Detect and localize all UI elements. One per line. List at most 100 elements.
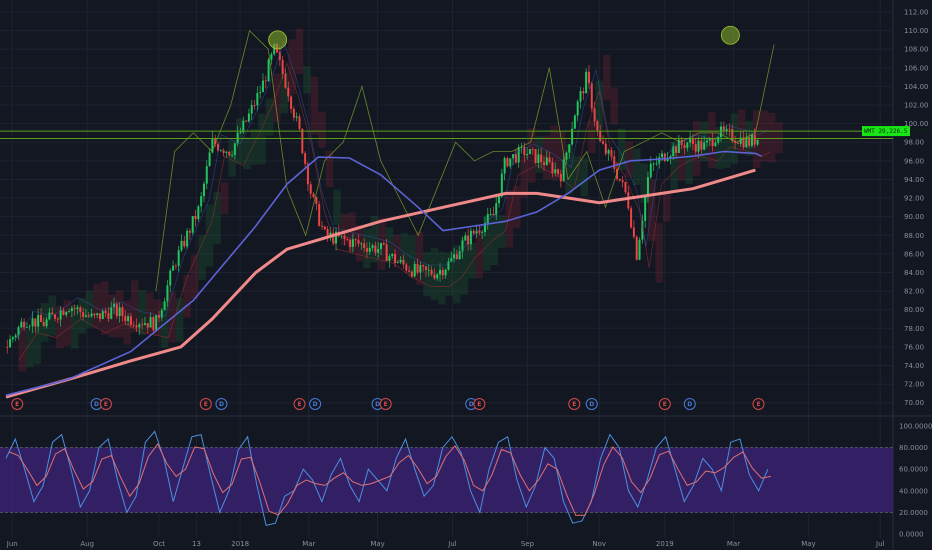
candle-body xyxy=(658,157,661,164)
candle-body xyxy=(273,43,276,55)
candle-body xyxy=(512,154,515,159)
candle-body xyxy=(320,225,323,227)
candle-body xyxy=(635,236,638,260)
price-tick-label: 108.00 xyxy=(904,46,929,54)
price-tick-label: 106.00 xyxy=(904,64,929,72)
cloud-segment xyxy=(333,189,341,225)
candle-body xyxy=(363,243,366,249)
candle-body xyxy=(14,335,17,338)
candle-body xyxy=(644,197,647,221)
candle-body xyxy=(756,139,759,145)
candle-body xyxy=(155,315,158,331)
cloud-segment xyxy=(258,113,266,165)
candle-body xyxy=(217,144,220,151)
candle-body xyxy=(357,240,360,244)
cloud-segment xyxy=(573,156,581,187)
candle-body xyxy=(540,154,543,163)
price-tick-label: 84.00 xyxy=(904,269,924,277)
candle-body xyxy=(118,307,121,317)
candle-body xyxy=(736,143,739,144)
candle-body xyxy=(37,314,40,327)
dividend-marker-circle xyxy=(585,398,598,410)
candle-body xyxy=(663,153,666,161)
candle-body xyxy=(717,137,720,143)
candle-body xyxy=(385,244,388,261)
cloud-segment xyxy=(580,158,589,197)
candle-body xyxy=(528,149,531,155)
candle-body xyxy=(183,240,186,247)
candle-body xyxy=(531,149,534,150)
candle-body xyxy=(315,197,318,205)
candle-body xyxy=(135,325,138,328)
candle-body xyxy=(632,227,635,237)
price-tick-label: 76.00 xyxy=(904,343,924,351)
cloud-segment xyxy=(25,328,34,368)
candle-body xyxy=(408,270,411,272)
cloud-segment xyxy=(513,186,521,229)
candle-body xyxy=(590,83,593,109)
cloud-segment xyxy=(505,189,514,248)
candle-body xyxy=(559,174,562,182)
cloud-segment xyxy=(198,235,206,281)
candle-body xyxy=(523,146,526,156)
time-tick-label: 2019 xyxy=(656,540,674,548)
candle-body xyxy=(734,141,737,144)
candle-body xyxy=(34,318,37,327)
candle-body xyxy=(42,321,45,327)
candle-body xyxy=(557,169,560,175)
candle-body xyxy=(143,323,146,325)
candle-body xyxy=(638,239,641,260)
earnings-marker-circle xyxy=(568,398,581,410)
candle-body xyxy=(59,310,62,320)
candle-body xyxy=(284,73,287,88)
candle-body xyxy=(6,346,9,348)
candle-body xyxy=(129,316,132,326)
earnings-marker-label: E xyxy=(756,401,760,408)
candle-body xyxy=(304,153,307,164)
price-tick-label: 88.00 xyxy=(904,232,924,240)
oscillator-tick-label: 100.0000 xyxy=(899,423,932,431)
cloud-segment xyxy=(737,109,746,155)
candle-body xyxy=(514,154,517,163)
cloud-segment xyxy=(632,148,641,186)
cloud-segment xyxy=(190,255,199,300)
candle-body xyxy=(323,226,326,230)
candle-body xyxy=(596,121,599,131)
candle-body xyxy=(113,303,116,308)
highlight-circle xyxy=(720,25,740,45)
candle-body xyxy=(441,269,444,276)
candle-body xyxy=(68,311,71,312)
candle-body xyxy=(295,116,298,118)
candle-body xyxy=(396,262,399,264)
candle-body xyxy=(700,140,703,150)
candle-body xyxy=(191,216,194,233)
candle-body xyxy=(593,108,596,122)
cloud-segment xyxy=(520,155,529,198)
time-tick-label: Nov xyxy=(592,540,606,548)
candle-body xyxy=(447,261,450,270)
cloud-segment xyxy=(33,321,41,365)
candle-body xyxy=(368,247,371,252)
cloud-segment xyxy=(85,290,94,328)
candle-body xyxy=(281,59,284,74)
candle-body xyxy=(107,312,110,319)
candle-body xyxy=(618,178,621,181)
candle-body xyxy=(138,324,141,328)
candle-body xyxy=(542,162,545,166)
cloud-segment xyxy=(408,235,416,277)
candle-body xyxy=(306,163,309,185)
time-tick-label: May xyxy=(370,540,384,548)
cloud-segment xyxy=(303,66,311,94)
cloud-segment xyxy=(550,125,559,181)
cloud-segment xyxy=(490,214,499,266)
cloud-segment xyxy=(558,130,566,177)
candle-body xyxy=(520,146,523,148)
cloud-segment xyxy=(715,126,723,170)
candle-body xyxy=(607,150,610,154)
earnings-marker-label: E xyxy=(104,401,108,408)
candle-body xyxy=(48,312,51,320)
candle-body xyxy=(689,138,692,143)
candle-body xyxy=(537,154,540,164)
candle-body xyxy=(691,138,694,145)
